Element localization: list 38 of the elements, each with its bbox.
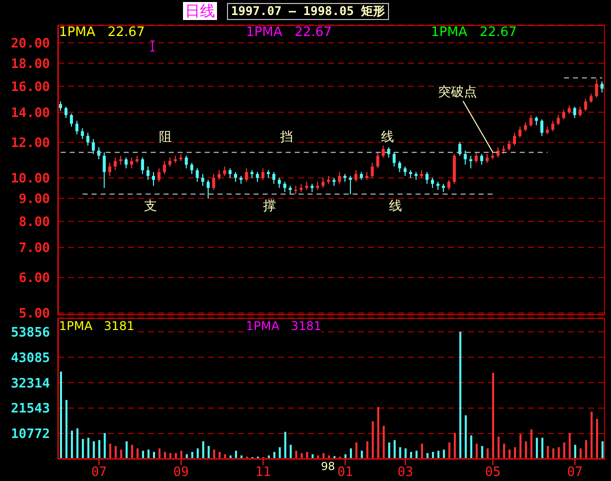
y-tick-label: 7.00	[18, 241, 50, 256]
y-tick-label: 10.00	[10, 171, 50, 186]
annotation: 线	[389, 199, 402, 214]
annotation: 撑	[263, 199, 276, 214]
y-tick-label: 32314	[10, 376, 50, 392]
x-tick-label: 03	[398, 465, 414, 480]
y-tick-label: 6.00	[18, 271, 50, 286]
y-tick-label: 53856	[10, 325, 50, 340]
x-tick-label: 07	[91, 465, 107, 480]
x-tick-label: 05	[485, 465, 501, 480]
chart-subtitle: 1997.07 — 1998.05 矩形	[227, 3, 390, 20]
x-tick-label: 01	[337, 465, 354, 480]
annotation: 1PMA 3181	[59, 319, 134, 334]
y-tick-label: 14.00	[10, 106, 50, 121]
text: 98	[321, 460, 335, 474]
annotation: 线	[381, 130, 394, 146]
y-tick-label: 8.00	[18, 215, 50, 230]
annotation: 1PMA 3181	[246, 319, 322, 334]
x-tick-label: 11	[255, 465, 271, 480]
y-tick-label: 20.00	[10, 36, 50, 52]
y-tick-label: 18.00	[10, 56, 50, 72]
annotation: 1PMA 22.67	[59, 25, 145, 40]
y-tick-label: 43085	[10, 350, 50, 366]
annotation: 支	[144, 199, 157, 214]
chart-title: 日线	[183, 2, 217, 20]
y-tick-label: 16.00	[10, 80, 50, 95]
y-tick-label: 9.00	[18, 192, 50, 208]
x-tick-label: 07	[567, 465, 583, 480]
annotation: 1PMA 22.67	[246, 25, 332, 40]
y-tick-label: 10772	[10, 427, 50, 442]
y-tick-label: 21543	[10, 402, 50, 417]
x-tick-label: 09	[173, 465, 189, 480]
annotation: 1PMA 22.67	[431, 25, 517, 40]
y-tick-label: 12.00	[10, 136, 50, 151]
annotation: 挡	[280, 130, 293, 146]
annotation: 阻	[159, 130, 172, 146]
annotation: 突破点	[438, 85, 477, 100]
y-tick-label: 5.00	[18, 306, 50, 322]
